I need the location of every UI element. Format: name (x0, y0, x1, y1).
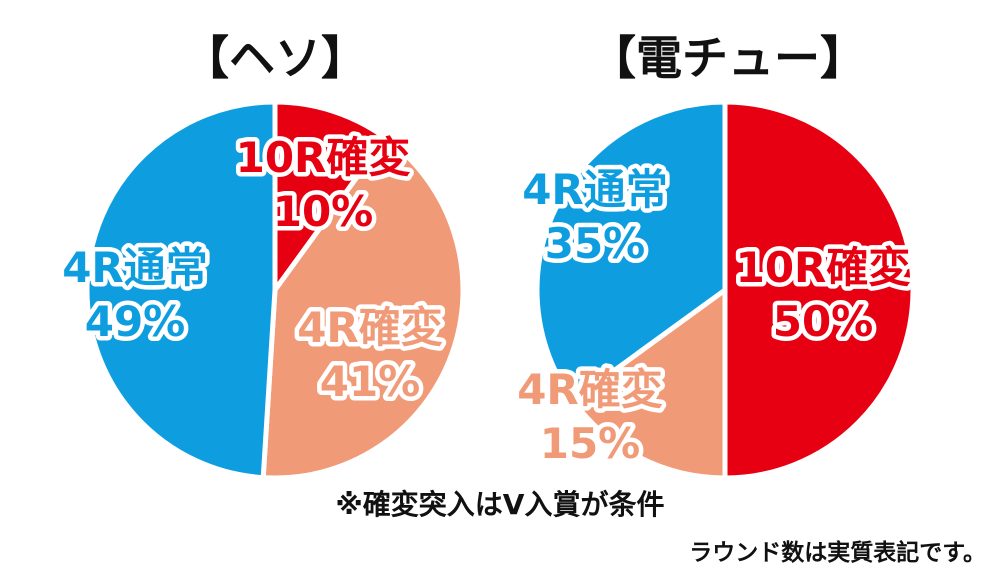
heso-label-10r-kakuhen-name: 10R確変 (236, 133, 411, 182)
heso-slice-4r-kakuhen (260, 134, 466, 481)
denchu-slice-10r-kakuhen (722, 99, 916, 481)
denchu-label-4r-kakuhen-name: 4R確変 (517, 365, 663, 414)
heso-slice-4r-tsujo (84, 99, 278, 481)
denchu-chart-title: 【電チュー】 (590, 31, 866, 85)
heso-label-4r-tsujo-name: 4R通常 (62, 243, 208, 292)
denchu-slice-4r-tsujo (534, 99, 728, 404)
denchu-label-4r-kakuhen-percent: 15% (540, 419, 641, 468)
footnote-text: ※確変突入はV入賞が条件 (335, 488, 665, 521)
heso-label-4r-kakuhen-percent: 41% (320, 357, 421, 406)
heso-slice-10r-kakuhen (272, 99, 389, 298)
heso-chart-title: 【ヘソ】 (183, 31, 367, 85)
denchu-slice-4r-kakuhen (569, 285, 728, 481)
denchu-label-10r-kakuhen-name: 10R確変 (736, 243, 911, 292)
heso-label-4r-kakuhen-name: 4R確変 (297, 303, 443, 352)
heso-label-10r-kakuhen-percent: 10% (273, 187, 374, 236)
denchu-label-10r-kakuhen-percent: 50% (773, 297, 874, 346)
denchu-label-4r-tsujo-name: 4R通常 (522, 165, 668, 214)
denchu-label-4r-tsujo-percent: 35% (545, 219, 646, 268)
round-note-text: ラウンド数は実質表記です。 (689, 540, 986, 566)
heso-label-4r-tsujo-percent: 49% (85, 297, 186, 346)
